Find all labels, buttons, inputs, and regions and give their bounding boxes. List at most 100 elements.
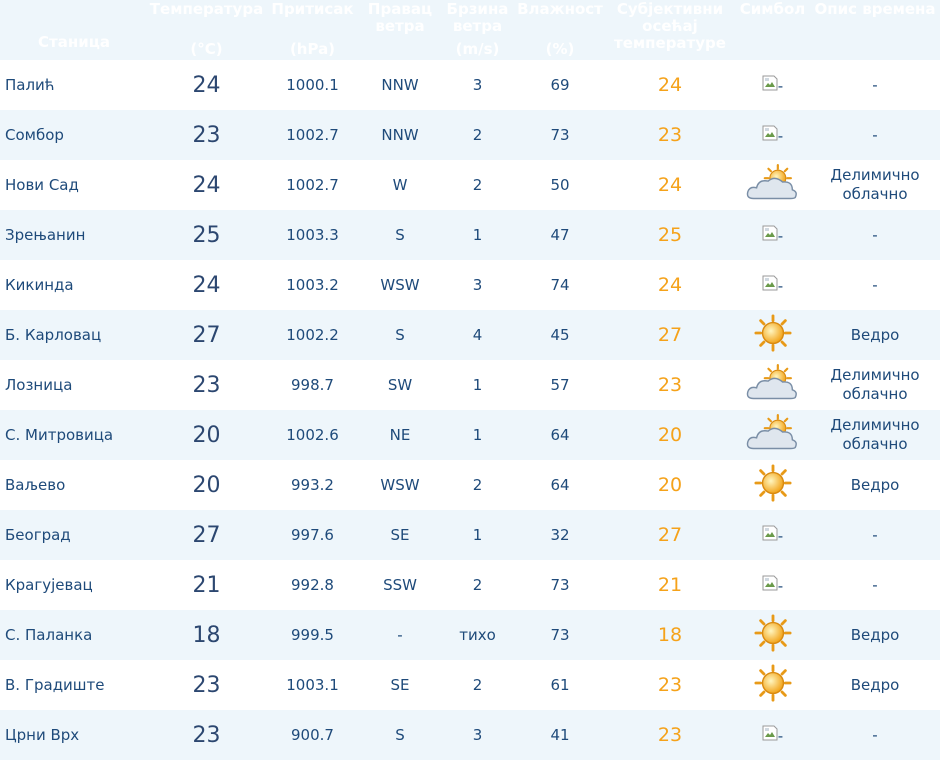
description: Ведро: [850, 475, 900, 494]
humidity: 73: [550, 626, 570, 644]
wind-speed: 2: [472, 676, 483, 694]
sunny: [754, 614, 792, 652]
partly-cloudy: [744, 413, 802, 453]
pressure: 1002.6: [286, 426, 339, 444]
description: -: [872, 75, 878, 94]
station: Ваљево: [5, 476, 66, 494]
wind-speed: 3: [472, 276, 483, 294]
temperature: 21: [192, 572, 221, 598]
header-text: Температура: [149, 0, 264, 18]
symbol: -: [735, 510, 810, 560]
symbol: -: [735, 260, 810, 310]
wind-direction: WSW: [380, 476, 420, 494]
broken-image: -: [762, 75, 783, 95]
wind-speed: 3: [472, 726, 483, 744]
row: Ваљево 20 993.2 WSW 2 64 20 Ведро: [0, 460, 940, 510]
pressure: 998.7: [291, 376, 334, 394]
pressure: 1003.2: [286, 276, 339, 294]
wind-speed: 1: [472, 226, 483, 244]
wind-direction: NE: [389, 426, 411, 444]
humidity: 47: [550, 226, 570, 244]
feels-like: 23: [657, 724, 683, 746]
humidity: 64: [550, 426, 570, 444]
header-row: Станица Температура (°C) Притисак (hPa) Права…: [0, 0, 940, 60]
description: Ведро: [850, 625, 900, 644]
symbol: -: [735, 560, 810, 610]
temperature: 20: [192, 422, 221, 448]
wind-speed: 2: [472, 476, 483, 494]
partly-cloudy: [744, 363, 802, 403]
wind-speed: тихо: [459, 626, 496, 644]
station: Кикинда: [5, 276, 74, 294]
description: -: [872, 525, 878, 544]
description: -: [872, 275, 878, 294]
station: Лозница: [5, 376, 73, 394]
broken-icon: [762, 225, 778, 241]
station: В. Градиште: [5, 676, 105, 694]
temperature: 23: [192, 722, 221, 748]
row: Београд 27 997.6 SE 1 32 27 - -: [0, 510, 940, 560]
sun-icon: [754, 314, 792, 356]
feels-like: 24: [657, 274, 683, 296]
feels-like: 23: [657, 124, 683, 146]
feels-like: 27: [657, 524, 683, 546]
pressure: 1002.2: [286, 326, 339, 344]
header-text: Правац ветра: [367, 0, 433, 35]
sun-icon: [754, 464, 792, 506]
wind-direction: S: [395, 326, 405, 344]
cloud-icon: [744, 363, 802, 407]
symbol: -: [735, 710, 810, 760]
row: Крагујевац 21 992.8 SSW 2 73 21 - -: [0, 560, 940, 610]
symbol: [735, 460, 810, 510]
header-cell: Субјективни осећај температуре: [605, 0, 735, 60]
symbol-alt: -: [777, 77, 784, 95]
wind-speed: 1: [472, 426, 483, 444]
wind-speed: 1: [472, 376, 483, 394]
temperature: 18: [192, 622, 221, 648]
humidity: 45: [550, 326, 570, 344]
broken-icon: [762, 125, 778, 141]
sunny: [754, 664, 792, 702]
pressure: 1002.7: [286, 126, 339, 144]
station: Палић: [5, 76, 55, 94]
station: Сомбор: [5, 126, 64, 144]
header-text: Станица: [38, 33, 110, 51]
broken-icon: [762, 75, 778, 91]
humidity: 61: [550, 676, 570, 694]
feels-like: 27: [657, 324, 683, 346]
feels-like: 20: [657, 474, 683, 496]
symbol: [735, 360, 810, 410]
temperature: 24: [192, 172, 221, 198]
symbol: [735, 310, 810, 360]
humidity: 64: [550, 476, 570, 494]
pressure: 1003.3: [286, 226, 339, 244]
symbol: [735, 160, 810, 210]
pressure: 1000.1: [286, 76, 339, 94]
station: Зрењанин: [5, 226, 86, 244]
broken-icon: [762, 725, 778, 741]
feels-like: 24: [657, 174, 683, 196]
description: Делимично облачно: [830, 416, 920, 453]
station: Црни Врх: [5, 726, 80, 744]
wind-direction: SW: [387, 376, 413, 394]
wind-speed: 2: [472, 176, 483, 194]
symbol: [735, 660, 810, 710]
wind-speed: 3: [472, 76, 483, 94]
symbol-alt: -: [777, 277, 784, 295]
temperature: 23: [192, 122, 221, 148]
sunny: [754, 314, 792, 352]
header-cell: Симбол: [735, 0, 810, 60]
station: С. Паланка: [5, 626, 93, 644]
symbol-alt: -: [777, 127, 784, 145]
symbol-alt: -: [777, 577, 784, 595]
temperature: 23: [192, 672, 221, 698]
sunny: [754, 464, 792, 502]
sun-icon: [754, 664, 792, 706]
description: -: [872, 575, 878, 594]
broken-image: -: [762, 725, 783, 745]
humidity: 73: [550, 576, 570, 594]
temperature: 27: [192, 322, 221, 348]
wind-direction: SE: [390, 526, 410, 544]
station: С. Митровица: [5, 426, 114, 444]
